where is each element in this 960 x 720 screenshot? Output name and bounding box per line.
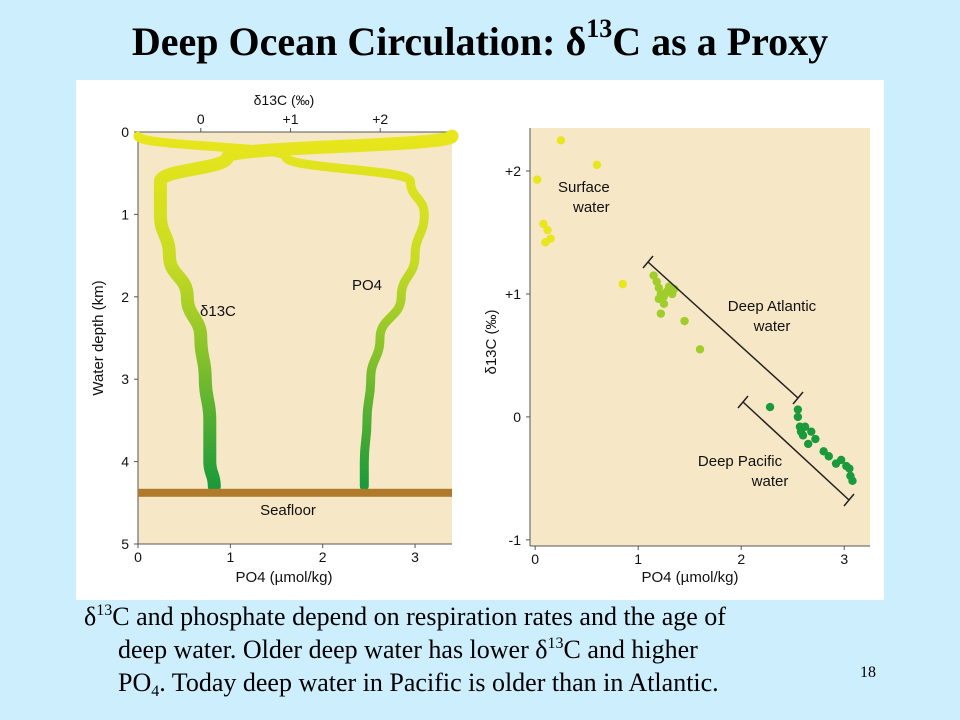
top-axis-tick-label: 0 — [197, 111, 205, 127]
deep-pacific-point — [848, 476, 857, 486]
right-xaxis-label: PO4 (µmol/kg) — [642, 569, 739, 586]
left-y-tick-label: 1 — [121, 206, 129, 222]
atlantic-range-bracket — [642, 255, 804, 405]
left-x-tick-label: 1 — [226, 549, 234, 565]
figure-panel: δ13C (‰) PO4 (µmol/kg) Water depth (km) … — [76, 80, 884, 600]
left-xaxis-label: PO4 (µmol/kg) — [236, 569, 333, 586]
deep-pacific-point — [845, 464, 854, 473]
deep-pacific-point — [803, 439, 813, 449]
deep-pacific-point — [807, 427, 816, 436]
surface-water-point — [618, 279, 627, 289]
seafloor-label: Seafloor — [260, 502, 316, 519]
surface-water-point — [543, 225, 552, 235]
figure-svg: δ13C (‰) PO4 (µmol/kg) Water depth (km) … — [90, 92, 870, 586]
left-y-tick-label: 2 — [121, 289, 129, 305]
surface-water-point — [592, 160, 602, 170]
deep-pacific-point — [765, 402, 775, 412]
deep-pacific-point — [824, 452, 833, 461]
seafloor-bar — [138, 488, 452, 497]
right-x-tick-label: 2 — [737, 551, 745, 567]
right-x-tick-label: 3 — [840, 551, 848, 567]
surface-water-point — [556, 136, 566, 145]
scatter-chart: PO4 (µmol/kg) δ13C (‰) 0 1 2 3 +2 +1 0 -1 Surf… — [483, 128, 870, 586]
left-y-tick-label: 4 — [121, 454, 129, 470]
deep-atlantic-point — [659, 299, 669, 309]
surface-water-point — [533, 175, 542, 184]
deep-pacific-point — [793, 412, 803, 422]
right-y-tick-label: -1 — [509, 532, 522, 548]
caption-line-3: PO4. Today deep water in Pacific is olde… — [118, 668, 719, 700]
deep-pacific-point — [811, 434, 820, 444]
pacific-range-bracket — [737, 395, 855, 507]
left-x-tick-label: 3 — [411, 549, 419, 565]
surface-water-point — [541, 238, 550, 247]
top-axis-tick-label: +1 — [283, 111, 299, 127]
right-x-tick-label: 0 — [531, 551, 539, 567]
right-x-tick-label: 1 — [634, 551, 642, 567]
left-x-tick-label: 0 — [134, 549, 142, 565]
top-axis-tick-label: +2 — [372, 111, 388, 127]
right-yaxis-label: δ13C (‰) — [483, 309, 500, 374]
deep-atlantic-point — [695, 345, 705, 354]
caption-line-1: δ13C and phosphate depend on respiration… — [84, 602, 726, 631]
depth-profile-chart: δ13C (‰) PO4 (µmol/kg) Water depth (km) … — [90, 92, 459, 586]
left-y-tick-label: 0 — [121, 124, 129, 140]
page-number: 18 — [860, 664, 876, 681]
deep-pacific-point — [800, 422, 810, 431]
right-y-tick-label: +1 — [505, 286, 521, 302]
slide-title: Deep Ocean Circulation: δ13C as a Proxy — [131, 14, 829, 65]
surface-water-point — [539, 219, 548, 229]
depth-profile-plot-area — [138, 132, 452, 544]
right-y-tick-label: +2 — [505, 163, 521, 179]
right-y-tick-label: 0 — [513, 409, 521, 425]
deep-pacific-point — [836, 455, 846, 465]
d13c-profile-line — [153, 129, 459, 493]
po4-series-label: PO4 — [352, 277, 382, 294]
deep-pacific-label: Deep Pacific water — [698, 453, 788, 490]
top-axis-label: δ13C (‰) — [254, 92, 315, 108]
deep-atlantic-label: Deep Atlantic water — [728, 298, 817, 335]
surface-water-label: Surface water — [558, 179, 610, 216]
deep-pacific-point — [793, 405, 803, 414]
po4-profile-line — [133, 131, 429, 491]
deep-pacific-point — [798, 431, 808, 440]
scatter-plot-area — [530, 128, 870, 546]
d13c-series-label: δ13C — [200, 303, 236, 320]
slide-caption: δ13C and phosphate depend on respiration… — [84, 600, 884, 700]
deep-atlantic-point — [656, 309, 666, 318]
left-yaxis-label: Water depth (km) — [90, 280, 107, 395]
left-x-tick-label: 2 — [319, 549, 327, 565]
deep-atlantic-point — [680, 316, 689, 326]
left-y-tick-label: 3 — [121, 371, 129, 387]
caption-line-2: deep water. Older deep water has lower δ… — [118, 635, 698, 664]
left-y-tick-label: 5 — [121, 536, 129, 552]
